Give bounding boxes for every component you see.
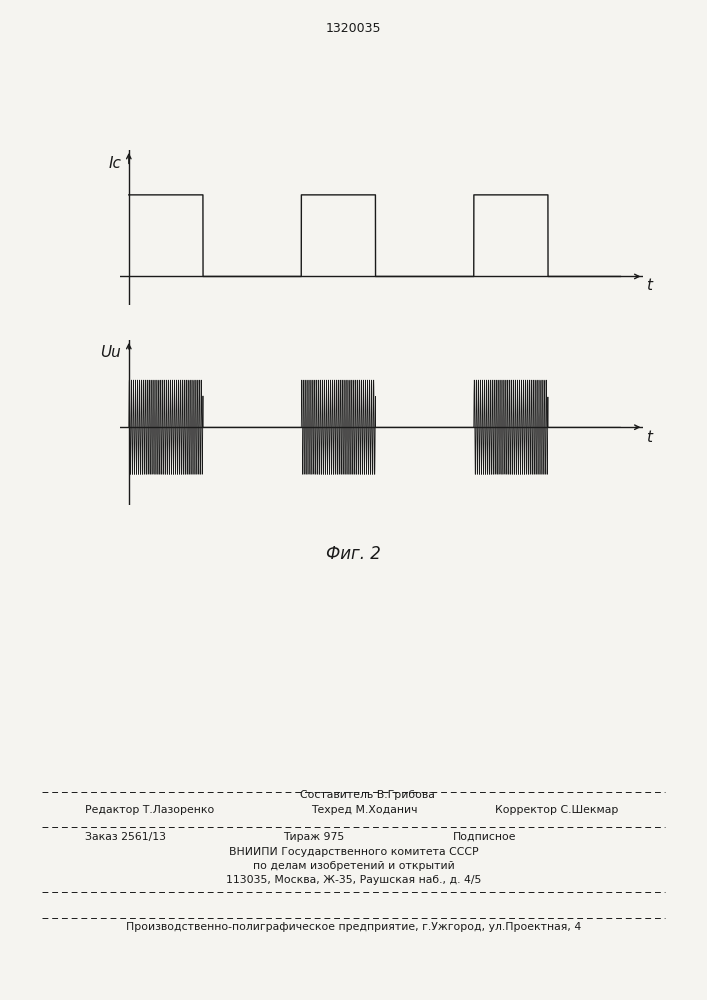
Text: Uu: Uu: [100, 345, 122, 360]
Text: ВНИИПИ Государственного комитета СССР: ВНИИПИ Государственного комитета СССР: [228, 847, 479, 857]
Text: Заказ 2561/13: Заказ 2561/13: [85, 832, 166, 842]
Text: Редактор Т.Лазоренко: Редактор Т.Лазоренко: [85, 805, 214, 815]
Text: 1320035: 1320035: [326, 22, 381, 35]
Text: Ic: Ic: [108, 156, 122, 171]
Text: Фиг. 2: Фиг. 2: [326, 545, 381, 563]
Text: Техред М.Ходанич: Техред М.Ходанич: [311, 805, 418, 815]
Text: Составитель В.Грибова: Составитель В.Грибова: [300, 790, 435, 800]
Text: Корректор С.Шекмар: Корректор С.Шекмар: [495, 805, 619, 815]
Text: t: t: [646, 278, 653, 293]
Text: по делам изобретений и открытий: по делам изобретений и открытий: [252, 861, 455, 871]
Text: 113035, Москва, Ж-35, Раушская наб., д. 4/5: 113035, Москва, Ж-35, Раушская наб., д. …: [226, 875, 481, 885]
Text: Тираж 975: Тираж 975: [283, 832, 344, 842]
Text: t: t: [646, 430, 653, 445]
Text: Подписное: Подписное: [452, 832, 516, 842]
Text: Производственно-полиграфическое предприятие, г.Ужгород, ул.Проектная, 4: Производственно-полиграфическое предприя…: [126, 922, 581, 932]
